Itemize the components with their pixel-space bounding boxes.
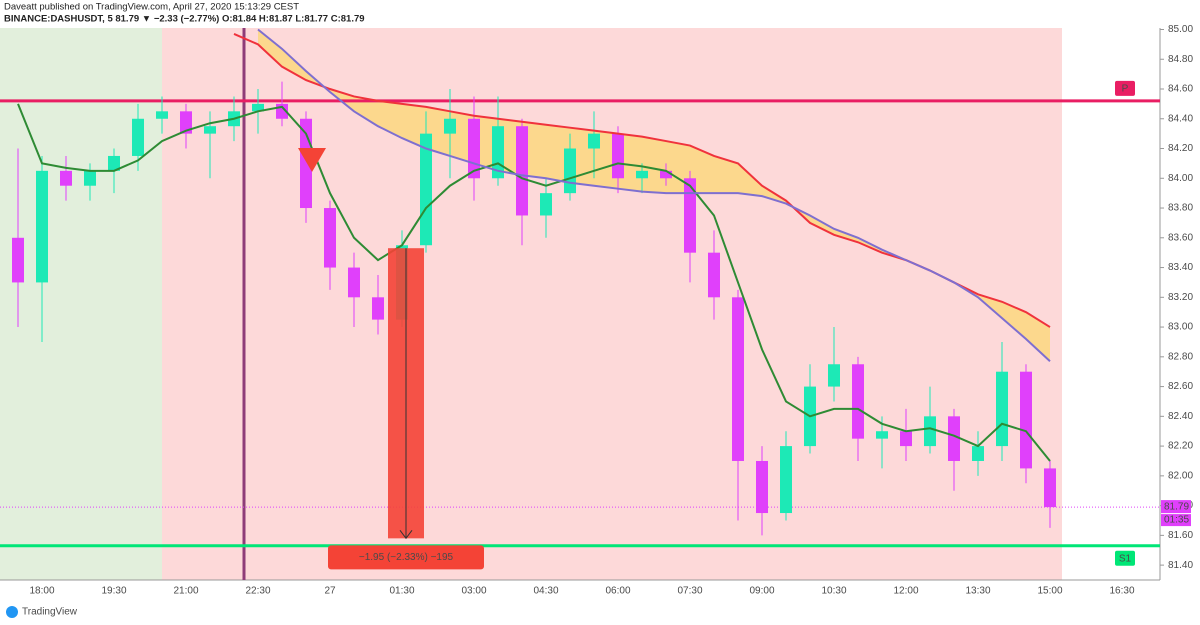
candle-body — [924, 416, 936, 447]
measure-label-box — [328, 545, 484, 570]
candle-body — [324, 208, 336, 268]
candle-body — [972, 446, 984, 461]
candle-body — [948, 416, 960, 461]
y-tick-label: 82.00 — [1168, 470, 1193, 481]
x-tick-label: 22:30 — [245, 586, 270, 597]
x-tick-label: 10:30 — [821, 586, 846, 597]
y-tick-label: 84.80 — [1168, 54, 1193, 65]
candle-body — [1044, 468, 1056, 508]
x-tick-label: 19:30 — [101, 586, 126, 597]
y-tick-label: 84.00 — [1168, 173, 1193, 184]
header-line2: BINANCE:DASHUSDT, 5 81.79 ▼ −2.33 (−2.77… — [4, 14, 365, 25]
candle-body — [900, 431, 912, 447]
overlay-line — [17, 103, 1051, 462]
x-tick-label: 16:30 — [1109, 586, 1134, 597]
y-tick-label: 81.40 — [1168, 560, 1193, 571]
countdown-label: 01:35 — [1164, 515, 1189, 526]
y-tick-label: 85.00 — [1168, 24, 1193, 35]
candle-body — [348, 267, 360, 298]
candle-body — [12, 237, 24, 283]
x-tick-label: 07:30 — [677, 586, 702, 597]
x-tick-label: 13:30 — [965, 586, 990, 597]
candle-body — [156, 111, 168, 119]
x-tick-label: 12:00 — [893, 586, 918, 597]
candle-body — [204, 126, 216, 134]
header-line1: Daveatt published on TradingView.com, Ap… — [4, 2, 299, 13]
candle-body — [636, 170, 648, 179]
y-tick-label: 83.80 — [1168, 203, 1193, 214]
candle-body — [684, 178, 696, 253]
candle-body — [660, 170, 672, 179]
x-tick-label: 18:00 — [29, 586, 54, 597]
overlay-line — [257, 28, 1051, 363]
candle-body — [372, 297, 384, 320]
x-tick-label: 21:00 — [173, 586, 198, 597]
footer-brand: TradingView — [22, 607, 78, 618]
candle-body — [60, 170, 72, 186]
candle-body — [588, 133, 600, 149]
y-tick-label: 82.80 — [1168, 351, 1193, 362]
measure-arrow-head — [399, 530, 413, 540]
session-zone-red — [162, 28, 1062, 580]
candle-body — [420, 133, 432, 246]
y-tick-label: 83.40 — [1168, 262, 1193, 273]
y-tick-label: 82.60 — [1168, 381, 1193, 392]
x-tick-label: 06:00 — [605, 586, 630, 597]
candle-body — [540, 193, 552, 216]
y-tick-label: 81.60 — [1168, 530, 1193, 541]
price-tag-label: 81.79 — [1164, 502, 1189, 513]
x-tick-label: 15:00 — [1037, 586, 1062, 597]
y-tick-label: 84.20 — [1168, 143, 1193, 154]
candle-body — [36, 170, 48, 283]
signal-triangle — [298, 148, 326, 172]
candle-body — [852, 364, 864, 439]
candle-body — [84, 170, 96, 186]
y-tick-label: 84.60 — [1168, 84, 1193, 95]
logo — [6, 606, 18, 618]
candle-body — [564, 148, 576, 194]
y-tick-label: 82.20 — [1168, 441, 1193, 452]
candle-body — [756, 460, 768, 514]
y-tick-label: 83.20 — [1168, 292, 1193, 303]
measure-label: −1.95 (−2.33%) −195 — [359, 552, 454, 563]
candle-body — [180, 111, 192, 134]
candle-body — [732, 297, 744, 461]
candle-body — [516, 126, 528, 216]
candle-body — [612, 133, 624, 179]
level-label: P — [1122, 84, 1129, 95]
candle-body — [828, 364, 840, 387]
y-tick-label: 84.40 — [1168, 113, 1193, 124]
countdown-tag — [1161, 514, 1191, 527]
level-tag — [1115, 550, 1135, 566]
candle-body — [444, 118, 456, 134]
x-tick-label: 04:30 — [533, 586, 558, 597]
candle-body — [252, 103, 264, 112]
candle-body — [996, 371, 1008, 447]
level-tag — [1115, 80, 1135, 96]
y-tick-label: 82.40 — [1168, 411, 1193, 422]
candle-body — [780, 446, 792, 514]
price-tag — [1161, 500, 1191, 514]
y-tick-label: 83.60 — [1168, 232, 1193, 243]
candle-body — [1020, 371, 1032, 469]
x-tick-label: 09:00 — [749, 586, 774, 597]
level-label: S1 — [1119, 553, 1132, 564]
candle-body — [132, 118, 144, 156]
x-tick-label: 03:00 — [461, 586, 486, 597]
x-tick-label: 27 — [324, 586, 336, 597]
candle-body — [108, 155, 120, 171]
candle-body — [876, 431, 888, 439]
candle-body — [708, 252, 720, 298]
y-tick-label: 83.00 — [1168, 322, 1193, 333]
x-tick-label: 01:30 — [389, 586, 414, 597]
